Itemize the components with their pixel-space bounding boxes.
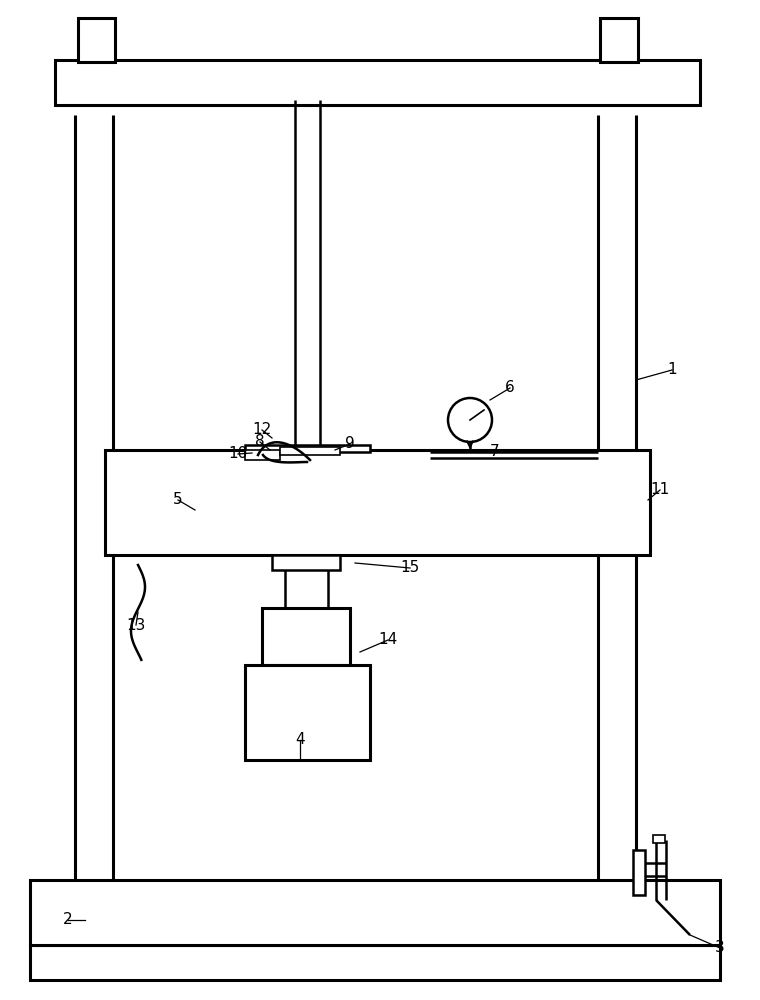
Polygon shape	[55, 60, 700, 105]
Polygon shape	[633, 850, 645, 895]
Text: 2: 2	[63, 912, 73, 928]
Text: 3: 3	[715, 940, 725, 956]
Text: 1: 1	[667, 362, 677, 377]
Text: 5: 5	[173, 492, 183, 508]
Circle shape	[448, 398, 492, 442]
Text: 15: 15	[401, 560, 420, 576]
Polygon shape	[245, 665, 370, 760]
Polygon shape	[262, 608, 350, 665]
Polygon shape	[30, 945, 720, 980]
Polygon shape	[30, 880, 720, 945]
Text: 8: 8	[255, 434, 264, 450]
Polygon shape	[272, 555, 340, 570]
Text: 7: 7	[490, 444, 500, 460]
Text: 4: 4	[295, 732, 305, 748]
Polygon shape	[105, 450, 650, 555]
Text: 11: 11	[651, 483, 670, 497]
Text: 12: 12	[252, 422, 271, 438]
Polygon shape	[653, 835, 665, 843]
Text: 10: 10	[228, 446, 248, 462]
Text: 6: 6	[505, 380, 515, 395]
Text: 9: 9	[345, 436, 355, 452]
Polygon shape	[280, 447, 340, 455]
Polygon shape	[245, 450, 280, 460]
Polygon shape	[245, 445, 370, 452]
Polygon shape	[78, 18, 115, 62]
Polygon shape	[600, 18, 638, 62]
Text: 14: 14	[378, 633, 397, 648]
Text: 13: 13	[126, 617, 146, 633]
